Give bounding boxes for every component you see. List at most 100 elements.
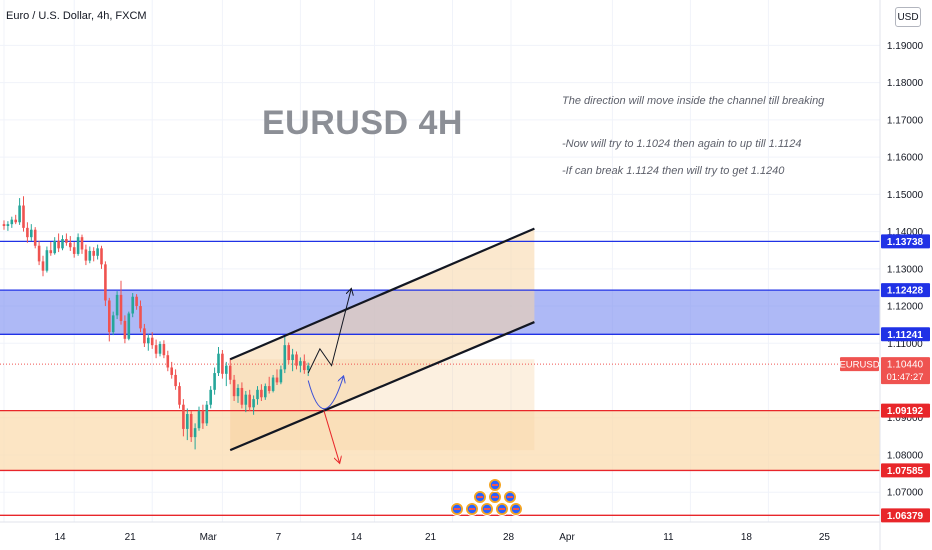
y-tick-label: 1.12000 <box>887 302 924 313</box>
candle-body <box>49 250 53 254</box>
candle-body <box>295 354 298 366</box>
candle-body <box>158 344 162 354</box>
candle-body <box>291 354 294 361</box>
candle-body <box>221 353 224 374</box>
candle-body <box>33 229 37 246</box>
price-level-tag <box>881 403 930 418</box>
last-price-tag <box>881 357 930 385</box>
candle-body <box>306 365 310 371</box>
event-flag-icon <box>473 490 487 504</box>
candle-body <box>41 261 45 271</box>
y-tick-label: 1.19000 <box>887 41 924 52</box>
symbol-title: Euro / U.S. Dollar, 4h, FXCM <box>6 10 147 22</box>
y-tick-label: 1.13000 <box>887 264 924 275</box>
price-level-tag-label: 1.09192 <box>887 406 924 417</box>
x-tick-label: 21 <box>125 532 137 543</box>
candle-body <box>92 250 95 256</box>
candle-body <box>69 242 72 248</box>
candle-body <box>287 345 290 361</box>
candle-body <box>182 404 185 429</box>
candle-body <box>108 300 111 333</box>
price-level-tag <box>881 327 930 342</box>
event-flag-icon <box>509 502 523 516</box>
channel-upper-line <box>229 227 535 361</box>
candle-body <box>174 374 177 387</box>
candle-body <box>166 355 170 368</box>
candle-body <box>256 389 259 400</box>
price-level-tag <box>881 283 930 298</box>
currency-button[interactable]: USD <box>895 7 921 27</box>
event-flag-icon <box>465 502 479 516</box>
channel-lower-line <box>229 321 535 452</box>
candle-body <box>6 224 10 227</box>
candle-body <box>279 369 283 383</box>
x-tick-label: Mar <box>200 532 218 543</box>
event-flag-icon <box>488 478 502 492</box>
y-tick-label: 1.14000 <box>887 227 924 238</box>
projection-curve-blue <box>307 377 343 410</box>
candle-body <box>139 306 142 329</box>
y-tick-label: 1.09000 <box>887 413 924 424</box>
x-tick-label: 18 <box>741 532 753 543</box>
candle-body <box>197 411 201 429</box>
symbol-tag-label: EURUSD <box>839 360 879 371</box>
candle-body <box>264 386 267 398</box>
candle-body <box>213 373 216 390</box>
overlay-title: EURUSD 4H <box>262 104 463 142</box>
x-tick-label: 11 <box>663 532 674 543</box>
candle-body <box>252 399 255 408</box>
candle-body <box>240 387 244 405</box>
candle-body <box>104 264 107 301</box>
event-flag-icon <box>450 502 464 516</box>
candle-body <box>30 229 33 238</box>
candle-body <box>26 227 29 238</box>
price-level-tag-label: 1.12428 <box>887 286 924 297</box>
x-tick-label: 7 <box>276 532 282 543</box>
candle-body <box>2 224 6 227</box>
candle-body <box>65 239 68 243</box>
x-tick-label: 14 <box>54 532 66 543</box>
candle-body <box>271 377 275 391</box>
candle-body <box>53 240 56 254</box>
candle-body <box>248 394 251 408</box>
y-tick-label: 1.07000 <box>887 488 924 499</box>
x-tick-label: 14 <box>351 532 363 543</box>
candle-body <box>283 345 287 370</box>
candle-body <box>127 313 131 339</box>
candle-body <box>299 361 302 366</box>
candle-body <box>162 344 166 356</box>
price-level-tag <box>881 234 930 249</box>
candle-body <box>22 205 25 228</box>
candle-body <box>57 240 60 249</box>
candle-body <box>209 389 212 405</box>
symbol-tag <box>840 357 879 372</box>
candle-body <box>143 328 146 344</box>
candle-body <box>154 345 158 354</box>
time-axis <box>0 522 932 550</box>
candle-body <box>186 414 189 429</box>
candle-body <box>123 320 127 339</box>
candle-body <box>205 404 209 424</box>
y-tick-label: 1.18000 <box>887 78 924 89</box>
note-line-2: -Now will try to 1.1024 then again to up… <box>562 138 802 150</box>
y-tick-label: 1.08000 <box>887 450 924 461</box>
note-line-1: The direction will move inside the chann… <box>562 95 825 107</box>
candle-body <box>189 414 193 438</box>
projection-path-black <box>307 289 351 374</box>
countdown-label: 01:47:27 <box>887 372 924 383</box>
candle-body <box>147 337 150 344</box>
candle-body <box>45 250 49 271</box>
projection-box <box>230 359 535 451</box>
candle-body <box>111 315 115 333</box>
x-tick-label: Apr <box>559 532 575 543</box>
candle-body <box>236 387 240 397</box>
note-line-3: -If can break 1.1124 then will try to ge… <box>562 165 785 177</box>
candle-body <box>115 294 119 316</box>
candle-body <box>61 239 64 249</box>
candle-body <box>217 353 220 374</box>
candle-body <box>96 248 99 256</box>
candle-body <box>80 237 84 250</box>
event-flag-icon <box>495 502 509 516</box>
